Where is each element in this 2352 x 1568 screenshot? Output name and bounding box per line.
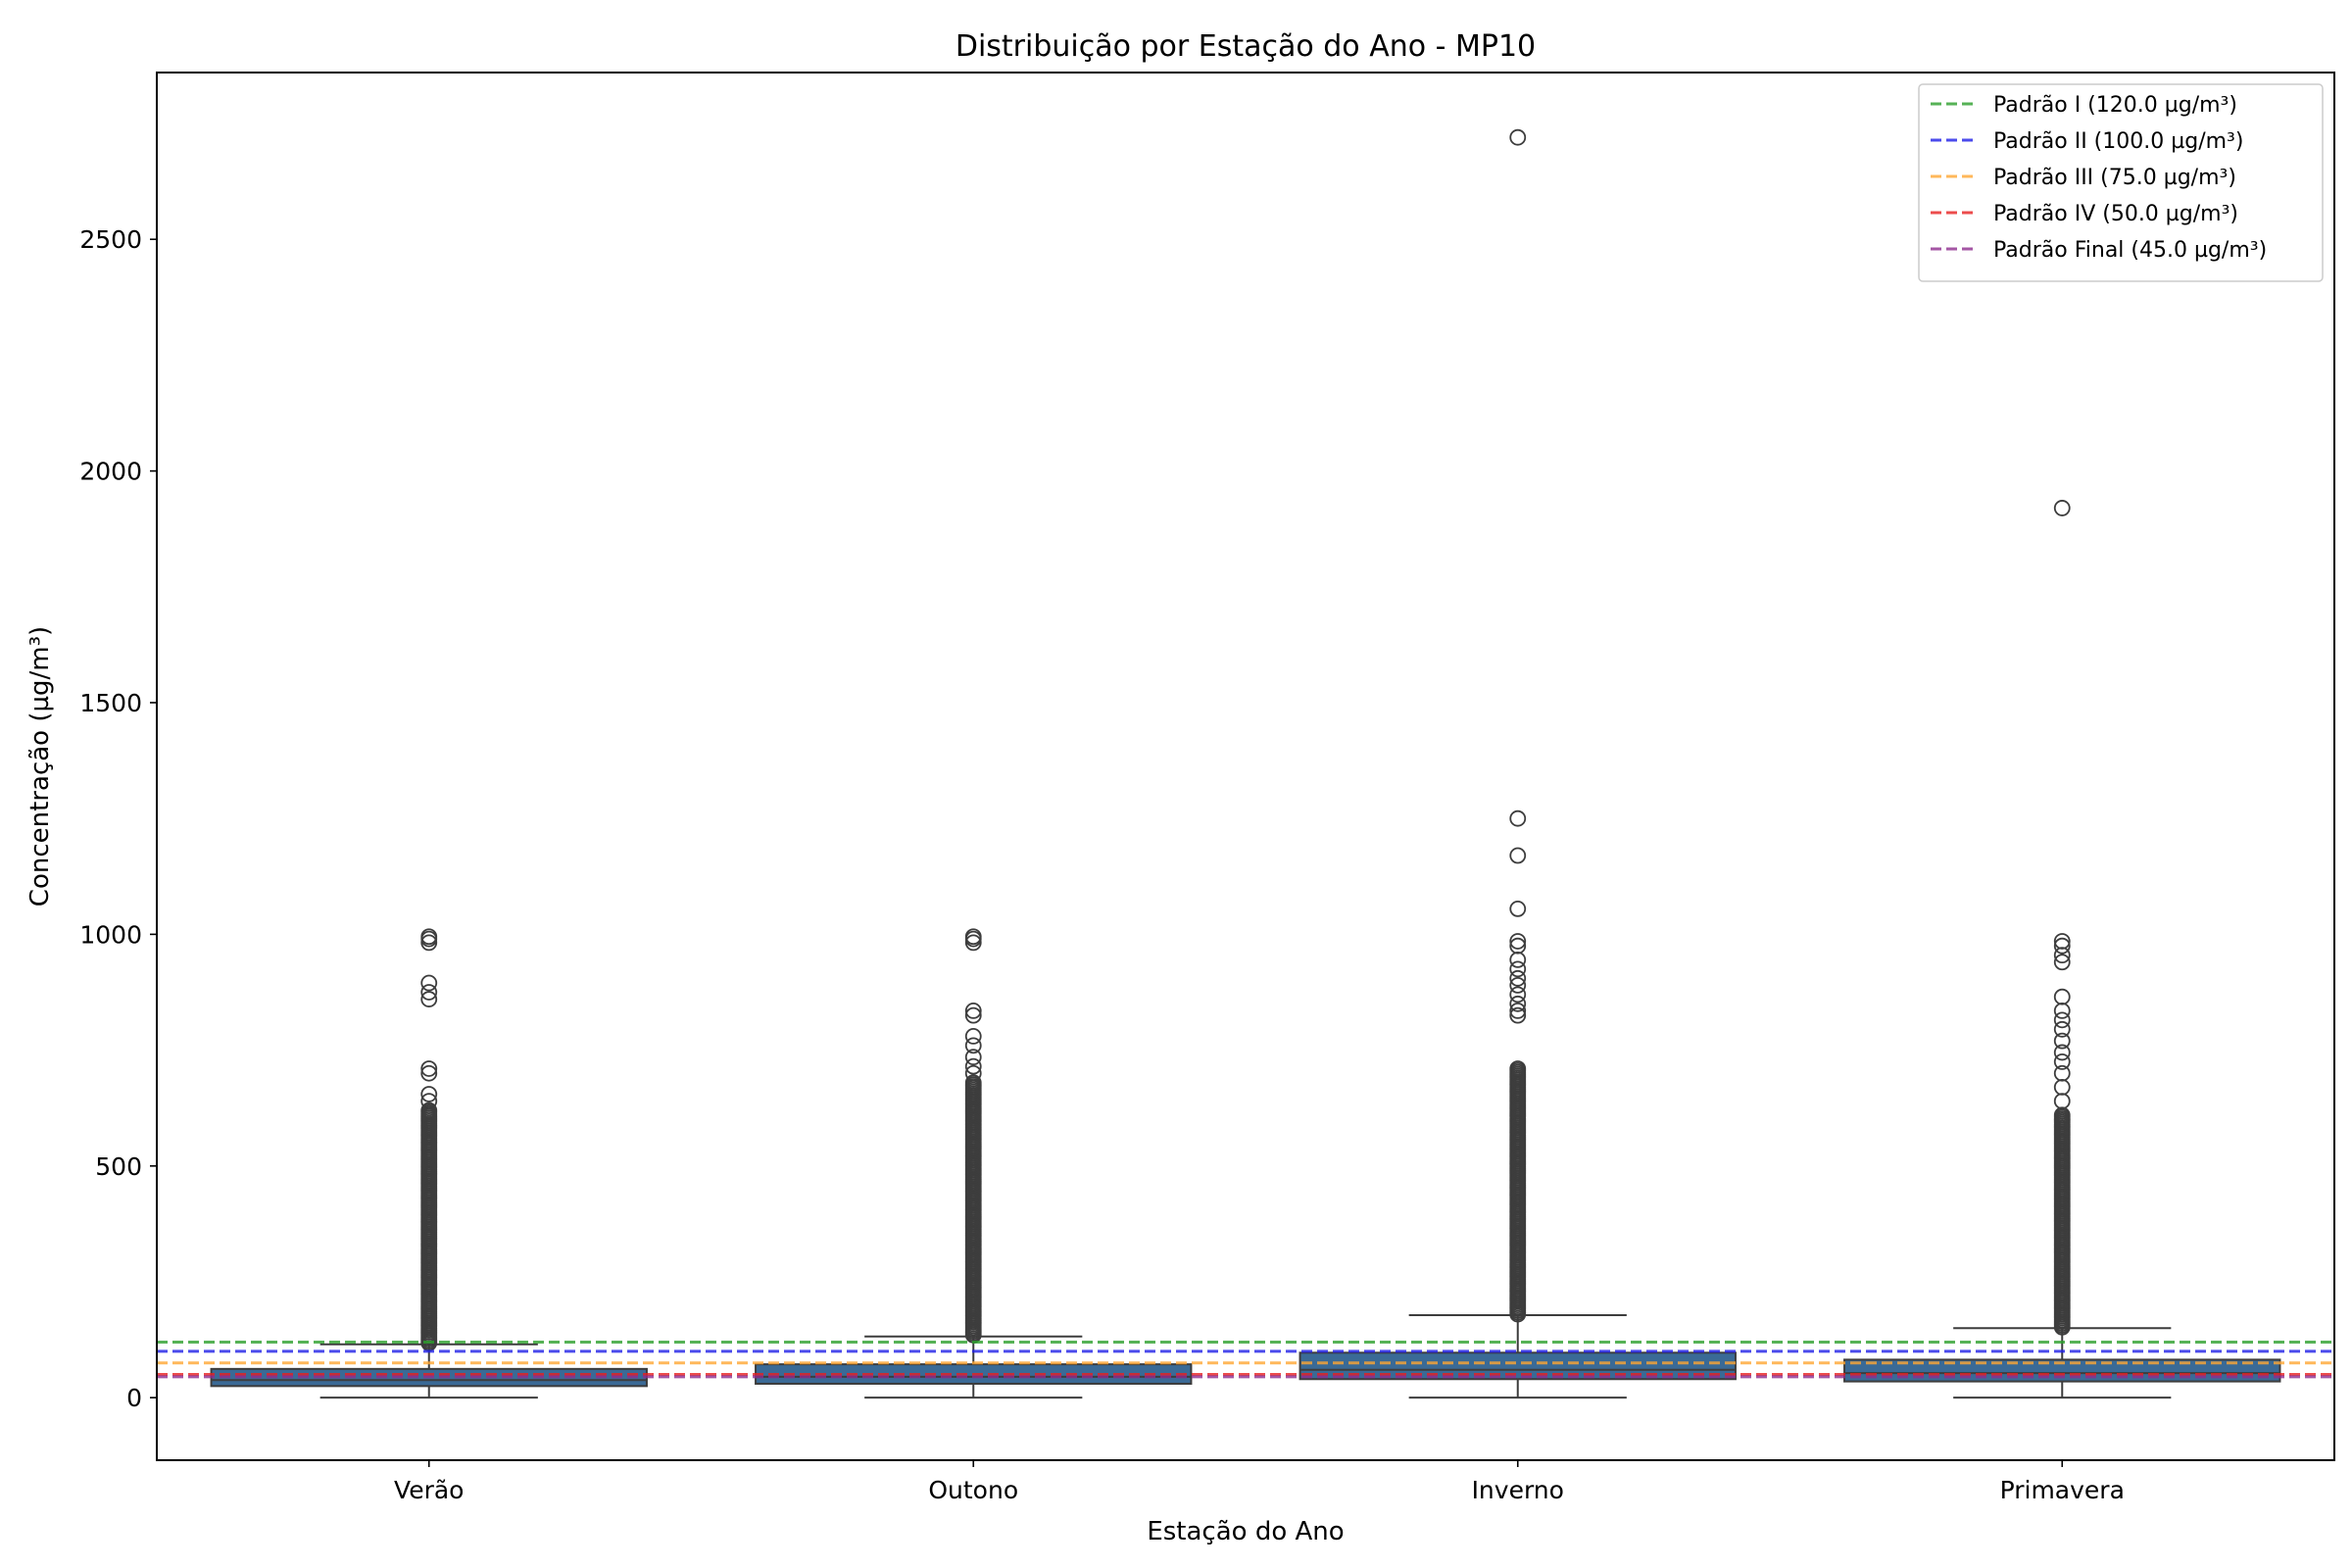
- box-3-outlier: [2053, 933, 2071, 950]
- y-tick-label: 2500: [79, 225, 142, 254]
- plot-area: [157, 128, 2334, 1399]
- box-0-outlier: [420, 1086, 438, 1102]
- axes: 0 500 1000 1500 2000 2500 Verão Outono Inverno Pr…: [79, 225, 2125, 1504]
- y-tick-label: 1000: [79, 920, 142, 949]
- box-2-outlier: [1509, 969, 1527, 987]
- box-0-outlier: [420, 1064, 438, 1082]
- box-3-outlier: [2053, 937, 2071, 955]
- legend-label-2: Padrão III (75.0 µg/m³): [1993, 166, 2236, 190]
- box-2-outlier: [1509, 995, 1527, 1012]
- legend: Padrão I (120.0 µg/m³) Padrão II (100.0 µ…: [1918, 83, 2324, 282]
- box-1-outlier: [964, 1037, 982, 1054]
- box-1-outlier: [964, 1027, 982, 1045]
- box-3-outlier: [2053, 954, 2071, 971]
- x-tick-label: Verão: [394, 1476, 464, 1504]
- boxplot-3: [1843, 500, 2281, 1399]
- box-1-outlier: [964, 1074, 982, 1092]
- box-1-outlier: [964, 1002, 982, 1019]
- x-tick-label: Inverno: [1472, 1476, 1564, 1504]
- box-2-outlier: [1509, 809, 1527, 827]
- boxplot-1: [755, 928, 1193, 1399]
- box-1-outlier: [964, 928, 982, 946]
- legend-label-4: Padrão Final (45.0 µg/m³): [1993, 238, 2267, 263]
- box-2-outlier: [1509, 900, 1527, 917]
- box-0-outlier: [420, 928, 438, 946]
- box-0-outlier: [420, 991, 438, 1007]
- legend-label-0: Padrão I (120.0 µg/m³): [1993, 93, 2237, 118]
- y-tick-label: 1500: [79, 689, 142, 717]
- box-2-outlier: [1509, 933, 1527, 950]
- box-3-outlier: [2053, 1020, 2071, 1038]
- box-3-outlier: [2053, 1044, 2071, 1061]
- x-tick-label: Primavera: [2000, 1476, 2125, 1504]
- box-2-outlier: [1509, 128, 1527, 146]
- y-tick-label: 2000: [79, 458, 142, 486]
- y-tick-label: 0: [126, 1384, 142, 1412]
- y-axis-label: Concentração (µg/m³): [25, 626, 55, 906]
- box-3-outlier: [2053, 500, 2071, 516]
- box-3-outlier: [2053, 1011, 2071, 1029]
- box-1-outlier: [964, 1064, 982, 1082]
- box-1-outlier: [964, 1049, 982, 1066]
- chart-title: Distribuição por Estação do Ano - MP10: [956, 29, 1536, 64]
- box-2-outlier: [1509, 1060, 1527, 1077]
- boxplot-0: [210, 928, 648, 1399]
- box-3-outlier: [2053, 988, 2071, 1005]
- x-tick-label: Outono: [928, 1476, 1018, 1504]
- box-2-outlier: [1509, 937, 1527, 955]
- box-0-outlier: [420, 974, 438, 992]
- plot-frame: [156, 72, 2335, 1461]
- y-tick-label: 500: [95, 1152, 142, 1181]
- box-2-outlier: [1509, 1006, 1527, 1024]
- box-0-outlier: [420, 1093, 438, 1109]
- x-axis-label: Estação do Ano: [1147, 1517, 1344, 1546]
- box-3-outlier: [2053, 1064, 2071, 1082]
- legend-frame: [1918, 83, 2324, 282]
- box-2-outlier: [1509, 986, 1527, 1004]
- box-3-outlier: [2053, 1032, 2071, 1050]
- box-1-outlier: [964, 1006, 982, 1024]
- legend-label-1: Padrão II (100.0 µg/m³): [1993, 129, 2243, 154]
- box-2-outlier: [1509, 960, 1527, 978]
- box-3-outlier: [2053, 1054, 2071, 1070]
- box-0-outlier: [420, 1060, 438, 1077]
- box-0-outlier: [420, 1102, 438, 1119]
- box-0-outlier: [420, 984, 438, 1001]
- box-1-outlier: [964, 1057, 982, 1075]
- box-2-outlier: [1509, 1002, 1527, 1019]
- box-3-outlier: [2053, 1002, 2071, 1019]
- box-2-outlier: [1509, 951, 1527, 968]
- box-3-outlier: [2053, 1093, 2071, 1109]
- box-2-outlier: [1509, 847, 1527, 864]
- legend-label-3: Padrão IV (50.0 µg/m³): [1993, 202, 2238, 226]
- box-2-outlier: [1509, 976, 1527, 994]
- box-3-outlier: [2053, 1079, 2071, 1096]
- boxplot-2: [1298, 128, 1737, 1399]
